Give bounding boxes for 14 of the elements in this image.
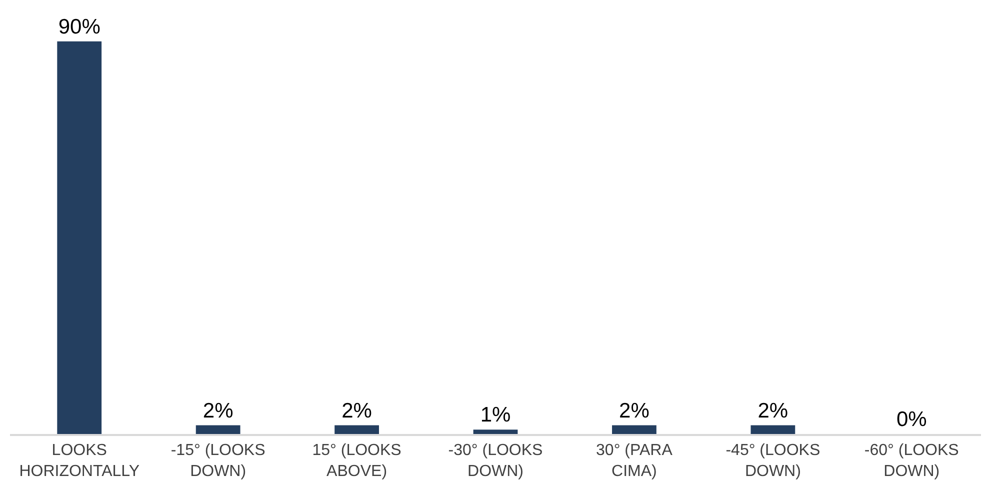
- data-label: 0%: [896, 408, 927, 431]
- x-tick-label: 15° (LOOKS ABOVE): [312, 442, 402, 480]
- x-tick-label: -45° (LOOKS DOWN): [726, 442, 820, 480]
- x-tick-label: LOOKS HORIZONTALLY: [19, 442, 140, 480]
- data-label: 2%: [342, 399, 372, 422]
- data-label: 90%: [58, 15, 100, 38]
- data-label: 1%: [480, 404, 511, 427]
- data-label: 2%: [202, 399, 234, 422]
- x-tick-label: -30° (LOOKS DOWN): [448, 442, 543, 480]
- data-label: 2%: [619, 399, 650, 422]
- data-label: 2%: [758, 399, 788, 422]
- x-tick-label: 30° (PARA CIMA): [596, 442, 673, 480]
- x-tick-label: -60° (LOOKS DOWN): [864, 442, 959, 480]
- x-tick-label: -15° (LOOKS DOWN): [170, 442, 266, 480]
